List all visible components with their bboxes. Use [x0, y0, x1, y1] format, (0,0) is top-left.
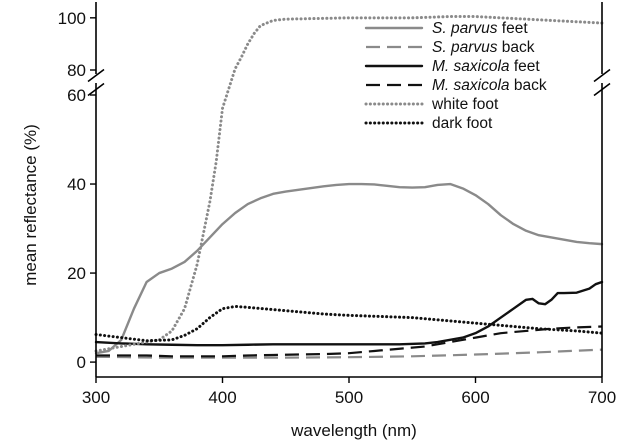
series-dark-foot [94, 304, 604, 343]
legend-descriptor: dark foot [432, 115, 493, 132]
axis-break-mark [593, 82, 611, 97]
legend-descriptor: white foot [431, 96, 499, 113]
axis-break-mark [87, 82, 105, 97]
axis-break-mask [592, 74, 612, 83]
y-tick-label: 100 [58, 9, 86, 28]
legend-species: M. saxicola [432, 58, 510, 75]
axes-layer: 0 20 40 60 80 100 300 400 500 600 700 [58, 2, 616, 407]
legend-entry: S. parvus feet [364, 20, 528, 37]
legend-descriptor: back [510, 77, 547, 94]
axis-break-mask [86, 74, 106, 83]
legend-descriptor: feet [497, 20, 528, 37]
x-tick-label: 600 [461, 388, 489, 407]
x-tick-label: 700 [588, 388, 616, 407]
legend-label: white foot [431, 96, 499, 113]
x-tick-label: 400 [208, 388, 236, 407]
y-tick-label: 80 [67, 61, 86, 80]
legend-entry: dark foot [364, 115, 493, 132]
x-tick-label: 300 [82, 388, 110, 407]
series-s-parvus-feet [94, 182, 604, 355]
y-tick-label: 0 [77, 353, 86, 372]
axis-break-mark [593, 68, 611, 83]
y-tick-label: 20 [67, 264, 86, 283]
legend-entry: M. saxicola back [366, 77, 547, 94]
y-tick-label: 40 [67, 175, 86, 194]
legend-label: M. saxicola back [432, 77, 547, 94]
axis-break-mark [87, 68, 105, 83]
legend-species: S. parvus [432, 20, 498, 37]
legend-entry: S. parvus back [366, 39, 535, 56]
y-tick-label: 60 [67, 86, 86, 105]
legend-entry: white foot [364, 96, 499, 113]
series-line [96, 325, 603, 358]
legend-species: M. saxicola [432, 77, 510, 94]
legend-descriptor: feet [510, 58, 541, 75]
series-m-saxicola-back [96, 325, 603, 358]
legend-label: M. saxicola feet [432, 58, 540, 75]
series-layer [94, 15, 604, 359]
legend-label: S. parvus back [432, 39, 535, 56]
series-line [94, 280, 604, 347]
series-line [94, 182, 604, 355]
series-line [94, 304, 604, 343]
series-m-saxicola-feet [94, 280, 604, 347]
series-line [95, 348, 603, 359]
x-axis-title: wavelength (nm) [290, 421, 417, 440]
legend-descriptor: back [497, 39, 534, 56]
legend-label: dark foot [432, 115, 493, 132]
legend-label: S. parvus feet [432, 20, 528, 37]
series-s-parvus-back [95, 348, 603, 359]
y-axis-title: mean reflectance (%) [21, 124, 40, 286]
legend-species: S. parvus [432, 39, 498, 56]
x-tick-label: 500 [335, 388, 363, 407]
legend-entry: M. saxicola feet [364, 58, 540, 75]
